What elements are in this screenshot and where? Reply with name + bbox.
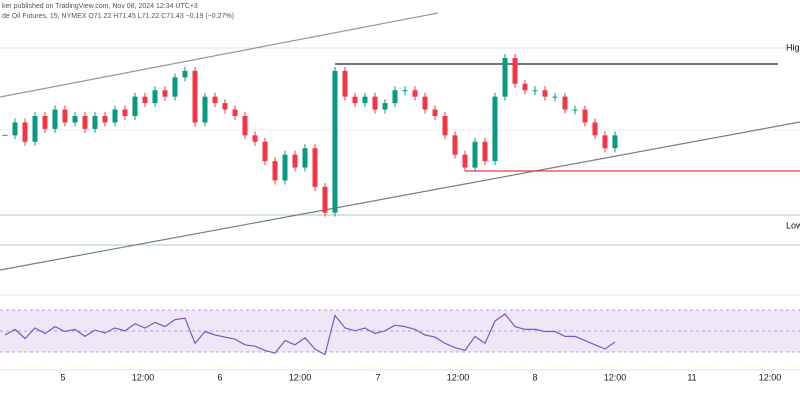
x-tick-label: 12:00 <box>289 372 312 382</box>
header-line2: de Oil Futures, 15, NYMEX O71.22 H71.45 … <box>2 13 234 20</box>
candle <box>512 58 518 84</box>
candle <box>502 58 508 97</box>
candle <box>42 116 48 129</box>
candle <box>432 109 438 116</box>
candle <box>482 141 488 162</box>
x-tick-label: 6 <box>217 372 222 382</box>
candle <box>152 90 158 104</box>
candle <box>352 96 358 104</box>
channel-lower <box>0 121 800 271</box>
header-line1: ker published on TradingView.com, Nov 08… <box>2 3 198 10</box>
x-tick-label: 7 <box>375 372 380 382</box>
candle <box>322 186 328 213</box>
channel-upper <box>0 12 439 98</box>
candle <box>132 96 138 116</box>
candle <box>562 96 568 110</box>
candle <box>162 90 168 97</box>
candle <box>52 109 58 129</box>
candle <box>342 70 348 97</box>
x-tick-label: 5 <box>60 372 65 382</box>
candle <box>262 141 268 162</box>
rsi-line <box>4 313 616 356</box>
candle <box>222 103 228 110</box>
candle <box>12 122 18 136</box>
x-tick-label: 12:00 <box>759 372 782 382</box>
candle <box>582 109 588 123</box>
candle <box>372 96 378 110</box>
candle <box>112 109 118 123</box>
candle <box>602 135 608 149</box>
candle <box>402 90 408 92</box>
candle <box>302 148 308 168</box>
candle <box>532 90 538 92</box>
candle <box>172 77 178 97</box>
x-tick-label: 8 <box>532 372 537 382</box>
candle <box>612 135 618 149</box>
candle <box>382 103 388 110</box>
candle <box>62 109 68 123</box>
candle <box>462 154 468 168</box>
candle <box>422 96 428 110</box>
candle <box>2 134 8 136</box>
candle <box>522 83 528 91</box>
candle <box>242 116 248 136</box>
candle <box>252 135 258 142</box>
candle <box>102 116 108 123</box>
candle <box>282 154 288 181</box>
candle <box>182 70 188 78</box>
x-tick-label: 12:00 <box>604 372 627 382</box>
candle <box>452 135 458 155</box>
candle <box>232 109 238 116</box>
candle <box>542 90 548 97</box>
candle <box>592 122 598 136</box>
candle <box>412 90 418 97</box>
candle <box>22 122 28 142</box>
candle <box>572 109 578 111</box>
candle <box>332 70 338 213</box>
candle <box>442 116 448 136</box>
candle <box>92 116 98 129</box>
candle <box>32 116 38 142</box>
low-label: Low <box>786 220 800 230</box>
candle <box>82 116 88 129</box>
x-tick-label: 12:00 <box>132 372 155 382</box>
candle <box>362 96 368 104</box>
high-label: High <box>786 42 800 52</box>
candle <box>472 141 478 168</box>
candle <box>552 96 558 98</box>
candle <box>292 154 298 168</box>
candle <box>122 109 128 116</box>
candle <box>72 116 78 123</box>
candle <box>142 96 148 104</box>
candle <box>492 96 498 162</box>
x-tick-label: 12:00 <box>447 372 470 382</box>
candle <box>212 96 218 104</box>
candle <box>202 96 208 123</box>
x-tick-label: 11 <box>687 372 696 382</box>
candle <box>272 161 278 181</box>
candle <box>392 90 398 104</box>
candle <box>192 70 198 123</box>
candle <box>312 148 318 187</box>
